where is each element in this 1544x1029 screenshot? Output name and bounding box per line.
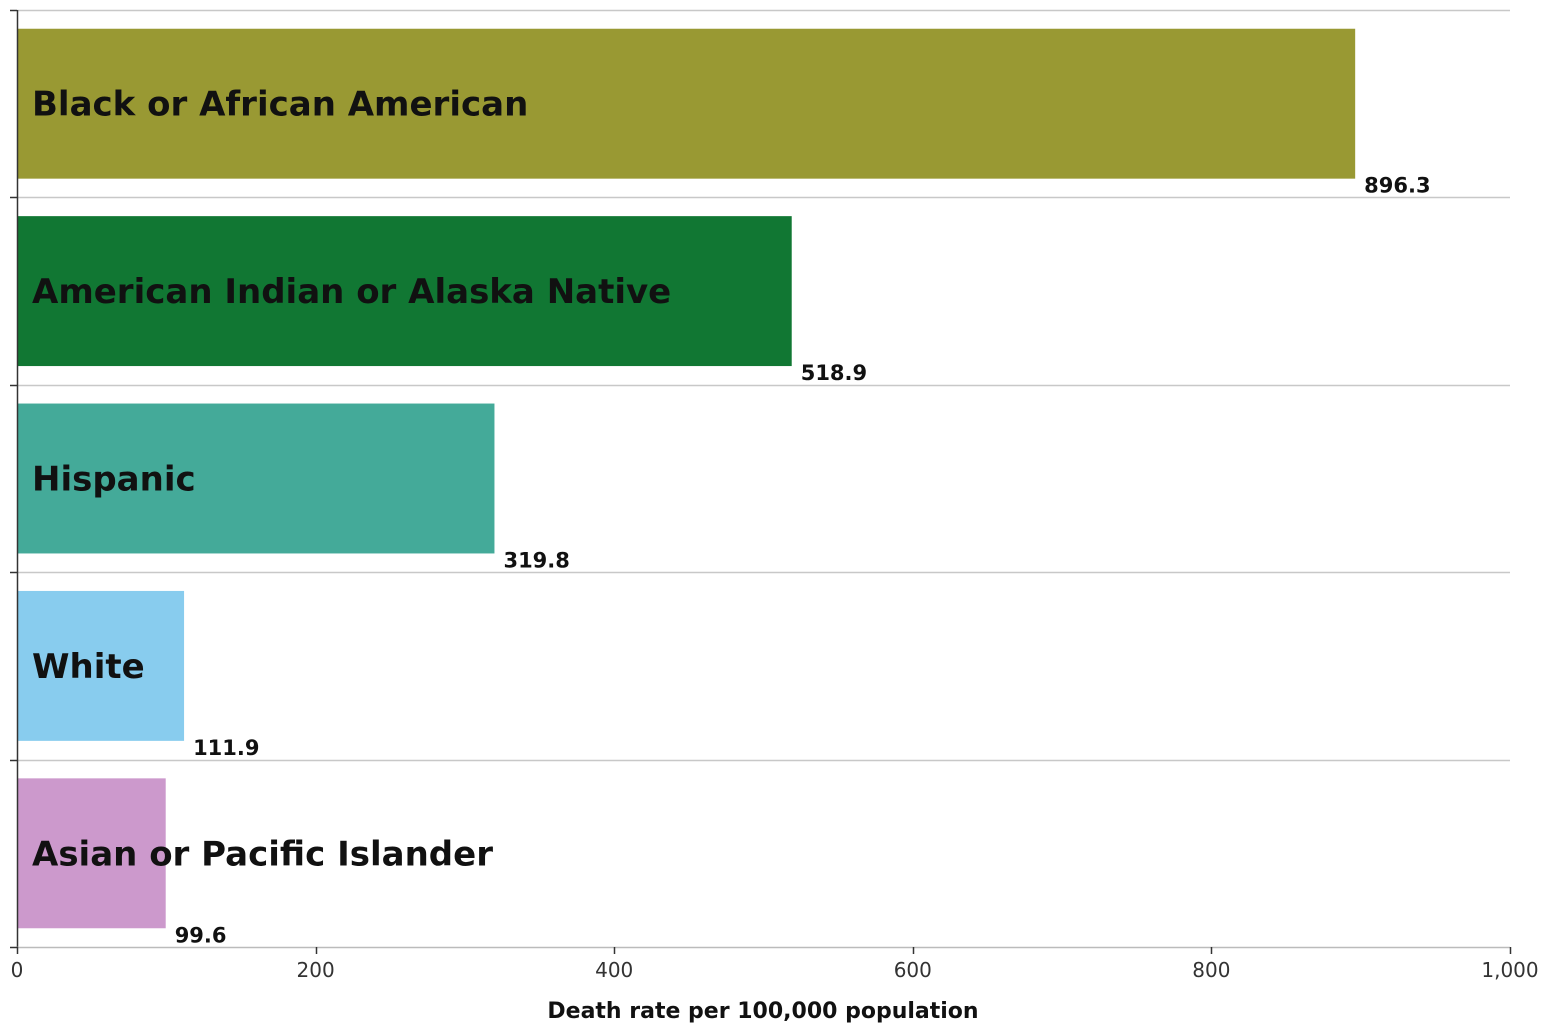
x-tick-label: 600 <box>894 958 932 982</box>
x-tick-label: 0 <box>11 958 24 982</box>
value-label: 319.8 <box>503 548 569 572</box>
x-tick-label: 400 <box>595 958 633 982</box>
grid-lines <box>17 9 1510 762</box>
bar <box>17 778 166 929</box>
x-axis-title: Death rate per 100,000 population <box>547 999 978 1024</box>
bar <box>17 590 185 741</box>
category-label: White <box>32 647 145 687</box>
bar <box>17 216 792 367</box>
value-label: 111.9 <box>193 736 259 760</box>
category-label: American Indian or Alaska Native <box>32 272 671 312</box>
x-tick-label: 800 <box>1192 958 1230 982</box>
category-label: Hispanic <box>32 460 196 500</box>
value-label: 896.3 <box>1364 174 1430 198</box>
x-tick-label: 1,000 <box>1481 958 1538 982</box>
category-label: Black or African American <box>32 85 528 125</box>
value-label: 99.6 <box>175 923 227 947</box>
category-label: Asian or Pacific Islander <box>32 834 493 874</box>
bar <box>17 403 495 554</box>
bar <box>17 28 1356 179</box>
x-tick-label: 200 <box>297 958 335 982</box>
x-axis: 0 200 400 600 800 1,000 <box>10 9 1539 982</box>
bars: Black or African American 896.3 American I… <box>17 28 1431 947</box>
value-label: 518.9 <box>801 361 867 385</box>
